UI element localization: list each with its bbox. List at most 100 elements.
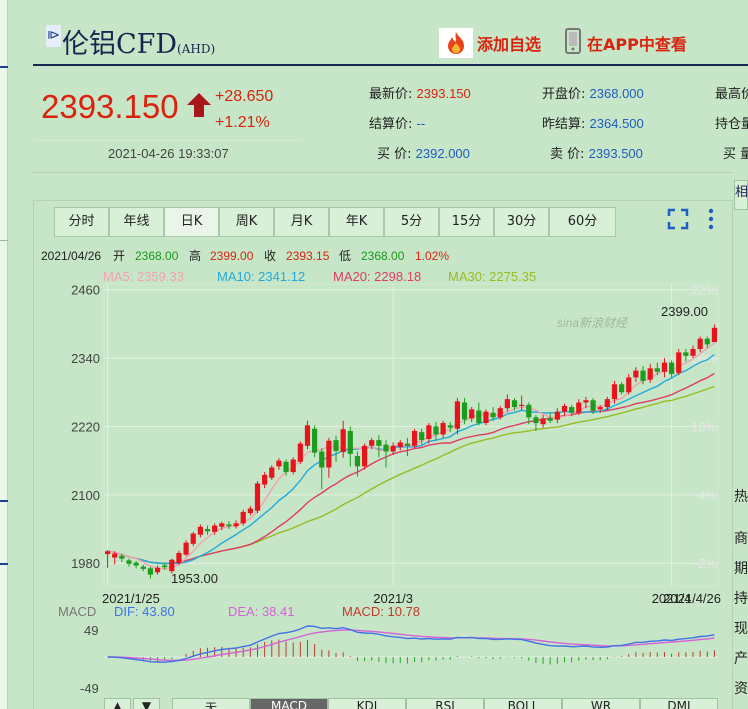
candle-body xyxy=(104,551,111,555)
candle xyxy=(326,437,332,478)
tab-weekly-k[interactable]: 周K xyxy=(219,207,274,237)
tab-60min[interactable]: 60分 xyxy=(549,207,616,237)
x-tick-label: 2021/4 xyxy=(652,591,692,606)
candle xyxy=(347,426,353,467)
candle xyxy=(640,366,646,385)
indicator-tab-wr[interactable]: WR xyxy=(562,698,640,709)
tab-30min[interactable]: 30分 xyxy=(494,207,549,237)
stat-value: 2392.000 xyxy=(415,146,470,161)
candle xyxy=(397,440,403,451)
candle xyxy=(276,458,282,470)
candle-body xyxy=(490,412,496,418)
candle xyxy=(119,553,125,563)
tab-daily-k[interactable]: 日K xyxy=(164,207,219,237)
candle xyxy=(561,403,568,417)
candle xyxy=(112,551,118,565)
candle-body xyxy=(476,410,482,424)
candle-body xyxy=(254,483,261,511)
candle-body xyxy=(597,407,603,410)
candle xyxy=(169,558,175,574)
tab-15min[interactable]: 15分 xyxy=(439,207,494,237)
dif-line xyxy=(107,625,715,663)
candle-body xyxy=(647,368,653,380)
candle-body xyxy=(683,352,689,356)
candle xyxy=(533,415,539,432)
scroll-down-button[interactable]: ▼ xyxy=(133,698,160,709)
candle xyxy=(419,428,425,445)
candle-body xyxy=(319,451,325,468)
stat-label: 结算价: xyxy=(369,117,413,132)
candle-body xyxy=(262,474,268,485)
macd-dif-legend: DIF: 43.80 xyxy=(114,604,175,619)
candle-body xyxy=(212,525,218,532)
x-tick-label: 2021/3 xyxy=(373,591,413,606)
left-edge-panel xyxy=(0,0,8,709)
view-in-app-button[interactable]: 在APP中查看 xyxy=(565,28,687,58)
tab-5min[interactable]: 5分 xyxy=(384,207,439,237)
candle xyxy=(369,437,375,450)
candle xyxy=(126,558,132,567)
tab-intraday[interactable]: 分时 xyxy=(54,207,109,237)
add-watchlist-label: 添加自选 xyxy=(477,35,542,54)
y-tick-label: 2220 xyxy=(71,419,100,434)
candle xyxy=(340,420,346,458)
candle xyxy=(483,409,489,426)
candle xyxy=(497,405,503,420)
candle xyxy=(654,362,660,376)
stat-value: -- xyxy=(416,116,426,131)
candle-body xyxy=(376,440,382,446)
x-tick-label: 2021/4/26 xyxy=(663,591,721,606)
ma5-legend: MA5: 2359.33 xyxy=(103,269,184,284)
candle-body xyxy=(304,425,311,446)
add-watchlist-button[interactable]: 添加自选 xyxy=(439,28,541,58)
indicator-tab-rsi[interactable]: RSI xyxy=(406,698,484,709)
candle-body xyxy=(604,399,610,408)
candle xyxy=(554,408,560,424)
stat-open: 开盘价: 2368.000 xyxy=(542,83,644,102)
left-edge-divider xyxy=(0,66,8,68)
candle xyxy=(476,402,482,426)
stat-bid-volume: 买 量 xyxy=(723,147,748,162)
candle-body xyxy=(626,377,632,393)
more-options-icon[interactable] xyxy=(704,207,718,231)
y-tick-label: 1980 xyxy=(71,556,100,571)
indicator-tab-none[interactable]: 无 xyxy=(172,698,250,709)
candle xyxy=(569,404,575,417)
view-in-app-label: 在APP中查看 xyxy=(587,35,687,54)
left-edge-divider xyxy=(0,240,8,241)
left-edge-divider xyxy=(0,563,8,565)
candle xyxy=(504,394,510,412)
min-price-label: 1953.00 xyxy=(171,571,218,586)
phone-icon xyxy=(565,28,581,58)
indicator-tab-macd[interactable]: MACD xyxy=(250,698,328,709)
candle-body xyxy=(711,327,718,343)
indicator-tab-dmi[interactable]: DMI xyxy=(640,698,718,709)
candle-body xyxy=(290,459,296,473)
candle-body xyxy=(561,405,568,412)
candle-body xyxy=(704,338,710,345)
candle xyxy=(333,435,339,462)
candle xyxy=(147,566,154,579)
candle xyxy=(697,336,703,353)
y-tick-label: 2100 xyxy=(71,488,100,503)
candle-body xyxy=(369,440,375,446)
indicator-tab-kdj[interactable]: KDJ xyxy=(328,698,406,709)
candle xyxy=(583,396,589,409)
tab-monthly-k[interactable]: 月K xyxy=(274,207,329,237)
candle xyxy=(547,412,553,424)
side-label: 产 xyxy=(734,651,748,667)
candle xyxy=(297,441,303,465)
indicator-tab-boll[interactable]: BOLL xyxy=(484,698,562,709)
candle xyxy=(361,443,368,470)
candle-body xyxy=(483,411,489,424)
side-label: 现 xyxy=(734,621,748,637)
fullscreen-icon[interactable] xyxy=(666,207,690,231)
tab-yearly-k[interactable]: 年K xyxy=(329,207,384,237)
up-arrow-icon xyxy=(186,92,212,122)
candle xyxy=(590,397,596,414)
candle-body xyxy=(126,560,132,564)
candle-body xyxy=(504,399,510,409)
candle-body xyxy=(554,411,560,420)
tab-year-line[interactable]: 年线 xyxy=(109,207,164,237)
scroll-up-button[interactable]: ▲ xyxy=(104,698,131,709)
